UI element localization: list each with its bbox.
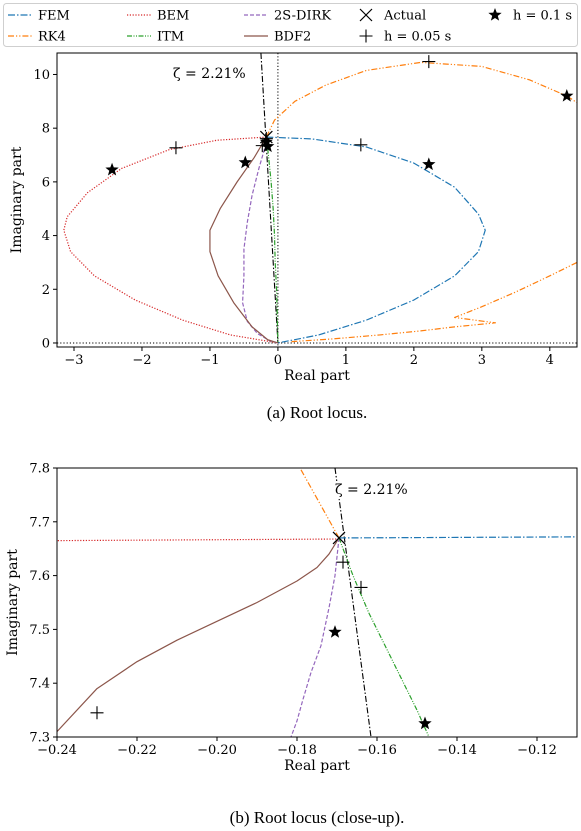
panel-b-ytick-label-0: 7.3 bbox=[29, 731, 50, 746]
panel-b-zeta-annotation: ζ = 2.21% bbox=[333, 481, 421, 499]
panel-a-marker-h01-4 bbox=[261, 139, 275, 153]
panel-a-series-2s-dirk-4 bbox=[241, 136, 279, 344]
panel-a-marker-h005-0 bbox=[169, 141, 183, 155]
panel-a-series-bem-1 bbox=[63, 136, 279, 344]
legend-label-h01: h = 0.1 s bbox=[513, 9, 572, 24]
panel-b-caption: (b) Root locus (close-up). bbox=[230, 808, 405, 827]
panel-a-series-bdf2-6 bbox=[209, 136, 279, 344]
panel-a-marker-h01-3 bbox=[259, 134, 274, 148]
panel-a-xtick-label-7: 4 bbox=[546, 353, 554, 368]
panel-a-xtick-label-1: −2 bbox=[132, 353, 151, 368]
legend-label-bem: BEM bbox=[157, 9, 189, 24]
panel-a-marker-h01-5 bbox=[560, 88, 574, 102]
panel-b-xtick-label-5: −0.14 bbox=[437, 743, 477, 758]
panel-a-series-rk4-2 bbox=[265, 61, 577, 138]
panel-b-ytick-label-3: 7.6 bbox=[29, 569, 50, 584]
legend-marker-actual bbox=[359, 8, 373, 22]
legend-item-h005: h = 0.05 s bbox=[359, 29, 451, 45]
panel-b-series-bem-1 bbox=[57, 538, 340, 542]
panel-b-xtick-label-3: −0.18 bbox=[277, 743, 317, 758]
panel-b-marker-h005-1 bbox=[354, 580, 368, 594]
panel-a-marker-h005-1 bbox=[354, 138, 368, 152]
panel-a-marker-h01-1 bbox=[422, 157, 436, 171]
legend-item-actual: Actual bbox=[359, 8, 426, 24]
panel-a-xtick-label-5: 2 bbox=[410, 353, 418, 368]
panel-a-marker-h005-4 bbox=[422, 55, 436, 69]
legend-label-itm: ITM bbox=[157, 30, 184, 45]
legend-label-2s-dirk: 2S-DIRK bbox=[274, 9, 331, 24]
legend-label-fem: FEM bbox=[38, 9, 70, 24]
panel-b-series-fem-0 bbox=[338, 536, 577, 539]
panel-a-marker-h01-0 bbox=[105, 162, 119, 176]
panel-a-root-locus: −3 −2 −1 0 1 2 3 4 0 2 4 6 8 10 Real part Imaginary par… bbox=[9, 52, 578, 422]
panel-a-ytick-label-3: 6 bbox=[42, 175, 50, 190]
panel-b-xtick-label-0: −0.24 bbox=[37, 743, 77, 758]
legend-item-h01: h = 0.1 s bbox=[488, 8, 572, 24]
legend-frame bbox=[3, 3, 578, 47]
panel-b-series-2s-dirk-4 bbox=[290, 537, 340, 737]
panel-a-ytick-label-0: 0 bbox=[42, 336, 50, 351]
legend-item-itm: ITM bbox=[127, 30, 184, 45]
panel-b-marker-h01-1 bbox=[418, 716, 432, 730]
legend-item-bdf2: BDF2 bbox=[244, 30, 311, 45]
panel-a-xtick-label-3: 0 bbox=[274, 353, 282, 368]
panel-b-marker-actual-0 bbox=[332, 531, 346, 545]
panel-b-xtick-label-2: −0.20 bbox=[197, 743, 237, 758]
panel-a-caption: (a) Root locus. bbox=[267, 403, 368, 422]
panel-b-ytick-label-5: 7.8 bbox=[29, 462, 50, 477]
panel-b-xtick-label-4: −0.16 bbox=[357, 743, 397, 758]
panel-b-zeta-line bbox=[334, 468, 372, 737]
legend-label-bdf2: BDF2 bbox=[274, 30, 311, 45]
panel-b-xtick-label-1: −0.22 bbox=[117, 743, 157, 758]
legend-marker-h005 bbox=[359, 29, 373, 43]
legend-label-actual: Actual bbox=[383, 9, 426, 24]
panel-a-zeta-annotation: ζ = 2.21% bbox=[171, 65, 259, 83]
panel-b-series-bdf2-3 bbox=[57, 537, 340, 733]
panel-b-marker-h01-0 bbox=[328, 625, 342, 638]
panel-a-xtick-label-2: −1 bbox=[200, 353, 219, 368]
panel-a-series-fem-0 bbox=[266, 136, 486, 344]
panel-a-marker-h01-2 bbox=[238, 155, 252, 169]
panel-a-ytick-label-5: 10 bbox=[33, 68, 50, 83]
panel-a-ytick-label-2: 4 bbox=[42, 229, 50, 244]
panel-b-x-axis-label: Real part bbox=[284, 758, 350, 774]
panel-b-ytick-label-1: 7.4 bbox=[29, 677, 50, 692]
panel-a-zeta-line bbox=[260, 53, 279, 344]
panel-b-plot-area bbox=[57, 468, 577, 737]
panel-b-marker-h005-2 bbox=[90, 706, 104, 720]
panel-a-ytick-label-4: 8 bbox=[42, 122, 50, 137]
panel-a-xtick-label-6: 3 bbox=[478, 353, 486, 368]
legend-item-bem: BEM bbox=[127, 9, 189, 24]
panel-b-zeta-annotation-text: ζ = 2.21% bbox=[335, 482, 408, 498]
legend-item-fem: FEM bbox=[8, 9, 70, 24]
panel-a-x-axis-label: Real part bbox=[284, 368, 350, 384]
legend-label-rk4: RK4 bbox=[38, 30, 66, 45]
panel-b-xtick-label-6: −0.12 bbox=[517, 743, 557, 758]
legend-marker-h01 bbox=[488, 8, 502, 21]
legend-label-h005: h = 0.05 s bbox=[384, 30, 451, 45]
panel-a-plot-area bbox=[57, 53, 577, 347]
panel-a-ytick-label-1: 2 bbox=[42, 283, 50, 298]
panel-b-root-locus-close-up: −0.24 −0.22 −0.20 −0.18 −0.16 −0.14 −0.12 7.3 7.… bbox=[5, 462, 578, 827]
panel-b-ytick-label-2: 7.5 bbox=[29, 623, 50, 638]
panel-b-frame bbox=[56, 467, 578, 738]
panel-b-y-axis-label: Imaginary part bbox=[5, 549, 21, 656]
panel-a-series-rk4-3 bbox=[291, 261, 577, 343]
panel-b-series-itm-5 bbox=[338, 537, 430, 737]
panel-a-zeta-annotation-text: ζ = 2.21% bbox=[173, 66, 246, 82]
panel-b-ytick-label-4: 7.7 bbox=[29, 515, 50, 530]
legend-item-2s-dirk: 2S-DIRK bbox=[244, 9, 331, 24]
legend: FEM BEM 2S-DIRK Actual h = 0.1 s RK4 ITM BDF2 h … bbox=[3, 3, 578, 47]
panel-a-series-itm-5 bbox=[265, 136, 279, 343]
panel-b-series-rk4-2 bbox=[299, 468, 340, 539]
panel-a-frame bbox=[56, 52, 578, 348]
panel-a-xtick-label-4: 1 bbox=[342, 353, 350, 368]
panel-a-xtick-label-0: −3 bbox=[64, 353, 83, 368]
legend-item-rk4: RK4 bbox=[8, 30, 66, 45]
panel-a-marker-actual-0 bbox=[259, 130, 273, 144]
panel-b-marker-h005-0 bbox=[336, 555, 350, 569]
panel-a-y-axis-label: Imaginary part bbox=[9, 146, 25, 253]
